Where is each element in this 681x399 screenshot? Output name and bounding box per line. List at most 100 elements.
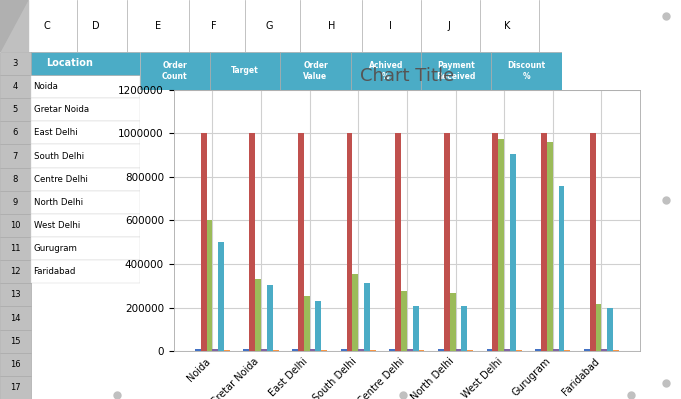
Bar: [31, 52, 140, 75]
Bar: [516, 350, 522, 351]
Bar: [558, 186, 565, 351]
Bar: [281, 52, 351, 90]
Bar: [31, 260, 140, 283]
Text: 4: 4: [13, 82, 18, 91]
Bar: [438, 349, 444, 351]
Bar: [504, 350, 510, 351]
Bar: [0, 214, 31, 237]
Bar: [467, 350, 473, 351]
Text: I: I: [389, 21, 392, 31]
Bar: [304, 296, 310, 351]
Text: 8: 8: [13, 175, 18, 184]
Text: H: H: [328, 21, 335, 31]
Text: Achived
%: Achived %: [368, 61, 403, 81]
Bar: [0, 52, 31, 75]
Bar: [0, 306, 31, 330]
Bar: [195, 349, 201, 351]
Bar: [315, 302, 321, 351]
Text: South Delhi: South Delhi: [33, 152, 84, 160]
Text: Discount
%: Discount %: [507, 61, 545, 81]
Bar: [0, 260, 31, 283]
Text: G: G: [266, 21, 273, 31]
Bar: [395, 133, 401, 351]
Bar: [224, 350, 230, 351]
Bar: [298, 133, 304, 351]
Bar: [413, 306, 419, 351]
Bar: [0, 98, 31, 121]
Text: D: D: [92, 21, 100, 31]
Bar: [31, 168, 140, 191]
Bar: [358, 350, 364, 351]
Bar: [0, 237, 31, 260]
Text: 9: 9: [13, 198, 18, 207]
Bar: [596, 304, 601, 351]
Bar: [407, 350, 413, 351]
Bar: [31, 237, 140, 260]
Bar: [370, 350, 376, 351]
Text: Gretar Noida: Gretar Noida: [33, 105, 89, 114]
Bar: [249, 133, 255, 351]
Bar: [449, 293, 456, 351]
Bar: [244, 349, 249, 351]
Bar: [0, 168, 31, 191]
Bar: [261, 350, 267, 351]
Bar: [510, 154, 516, 351]
Bar: [492, 52, 562, 90]
Bar: [0, 376, 31, 399]
Text: 11: 11: [10, 244, 20, 253]
Bar: [0, 330, 31, 353]
Bar: [0, 144, 31, 168]
Bar: [456, 350, 461, 351]
Bar: [267, 285, 272, 351]
Bar: [553, 350, 558, 351]
Text: 6: 6: [13, 128, 18, 137]
Text: F: F: [211, 21, 217, 31]
Bar: [321, 350, 327, 351]
Bar: [492, 133, 498, 351]
Bar: [0, 0, 28, 52]
Bar: [31, 144, 140, 168]
Bar: [401, 291, 407, 351]
Bar: [364, 282, 370, 351]
Bar: [31, 121, 140, 144]
Text: Gurugram: Gurugram: [33, 244, 78, 253]
Text: West Delhi: West Delhi: [33, 221, 80, 230]
Text: Centre Delhi: Centre Delhi: [33, 175, 87, 184]
Bar: [31, 75, 140, 98]
Bar: [0, 353, 31, 376]
Bar: [601, 350, 607, 351]
Bar: [419, 350, 424, 351]
Text: Faridabad: Faridabad: [33, 267, 76, 276]
Bar: [0, 75, 31, 98]
Text: E: E: [155, 21, 161, 31]
Bar: [590, 133, 596, 351]
Bar: [310, 350, 315, 351]
Bar: [613, 350, 619, 351]
Text: 15: 15: [10, 337, 20, 346]
Text: 7: 7: [13, 152, 18, 160]
Text: 3: 3: [13, 59, 18, 68]
Bar: [541, 133, 547, 351]
Bar: [461, 306, 467, 351]
Text: 13: 13: [10, 290, 20, 299]
Bar: [292, 349, 298, 351]
Bar: [212, 350, 218, 351]
Bar: [31, 191, 140, 214]
Bar: [0, 191, 31, 214]
Text: C: C: [43, 21, 50, 31]
Text: K: K: [505, 21, 511, 31]
Title: Chart Title: Chart Title: [360, 67, 454, 85]
Bar: [210, 52, 281, 90]
Bar: [351, 52, 421, 90]
Text: North Delhi: North Delhi: [33, 198, 82, 207]
Bar: [498, 139, 504, 351]
Text: Noida: Noida: [33, 82, 59, 91]
Text: 14: 14: [10, 314, 20, 322]
Bar: [201, 133, 206, 351]
Bar: [607, 308, 613, 351]
Text: 5: 5: [13, 105, 18, 114]
Bar: [31, 214, 140, 237]
Bar: [255, 279, 261, 351]
Text: Order
Value: Order Value: [303, 61, 328, 81]
Polygon shape: [0, 0, 28, 52]
